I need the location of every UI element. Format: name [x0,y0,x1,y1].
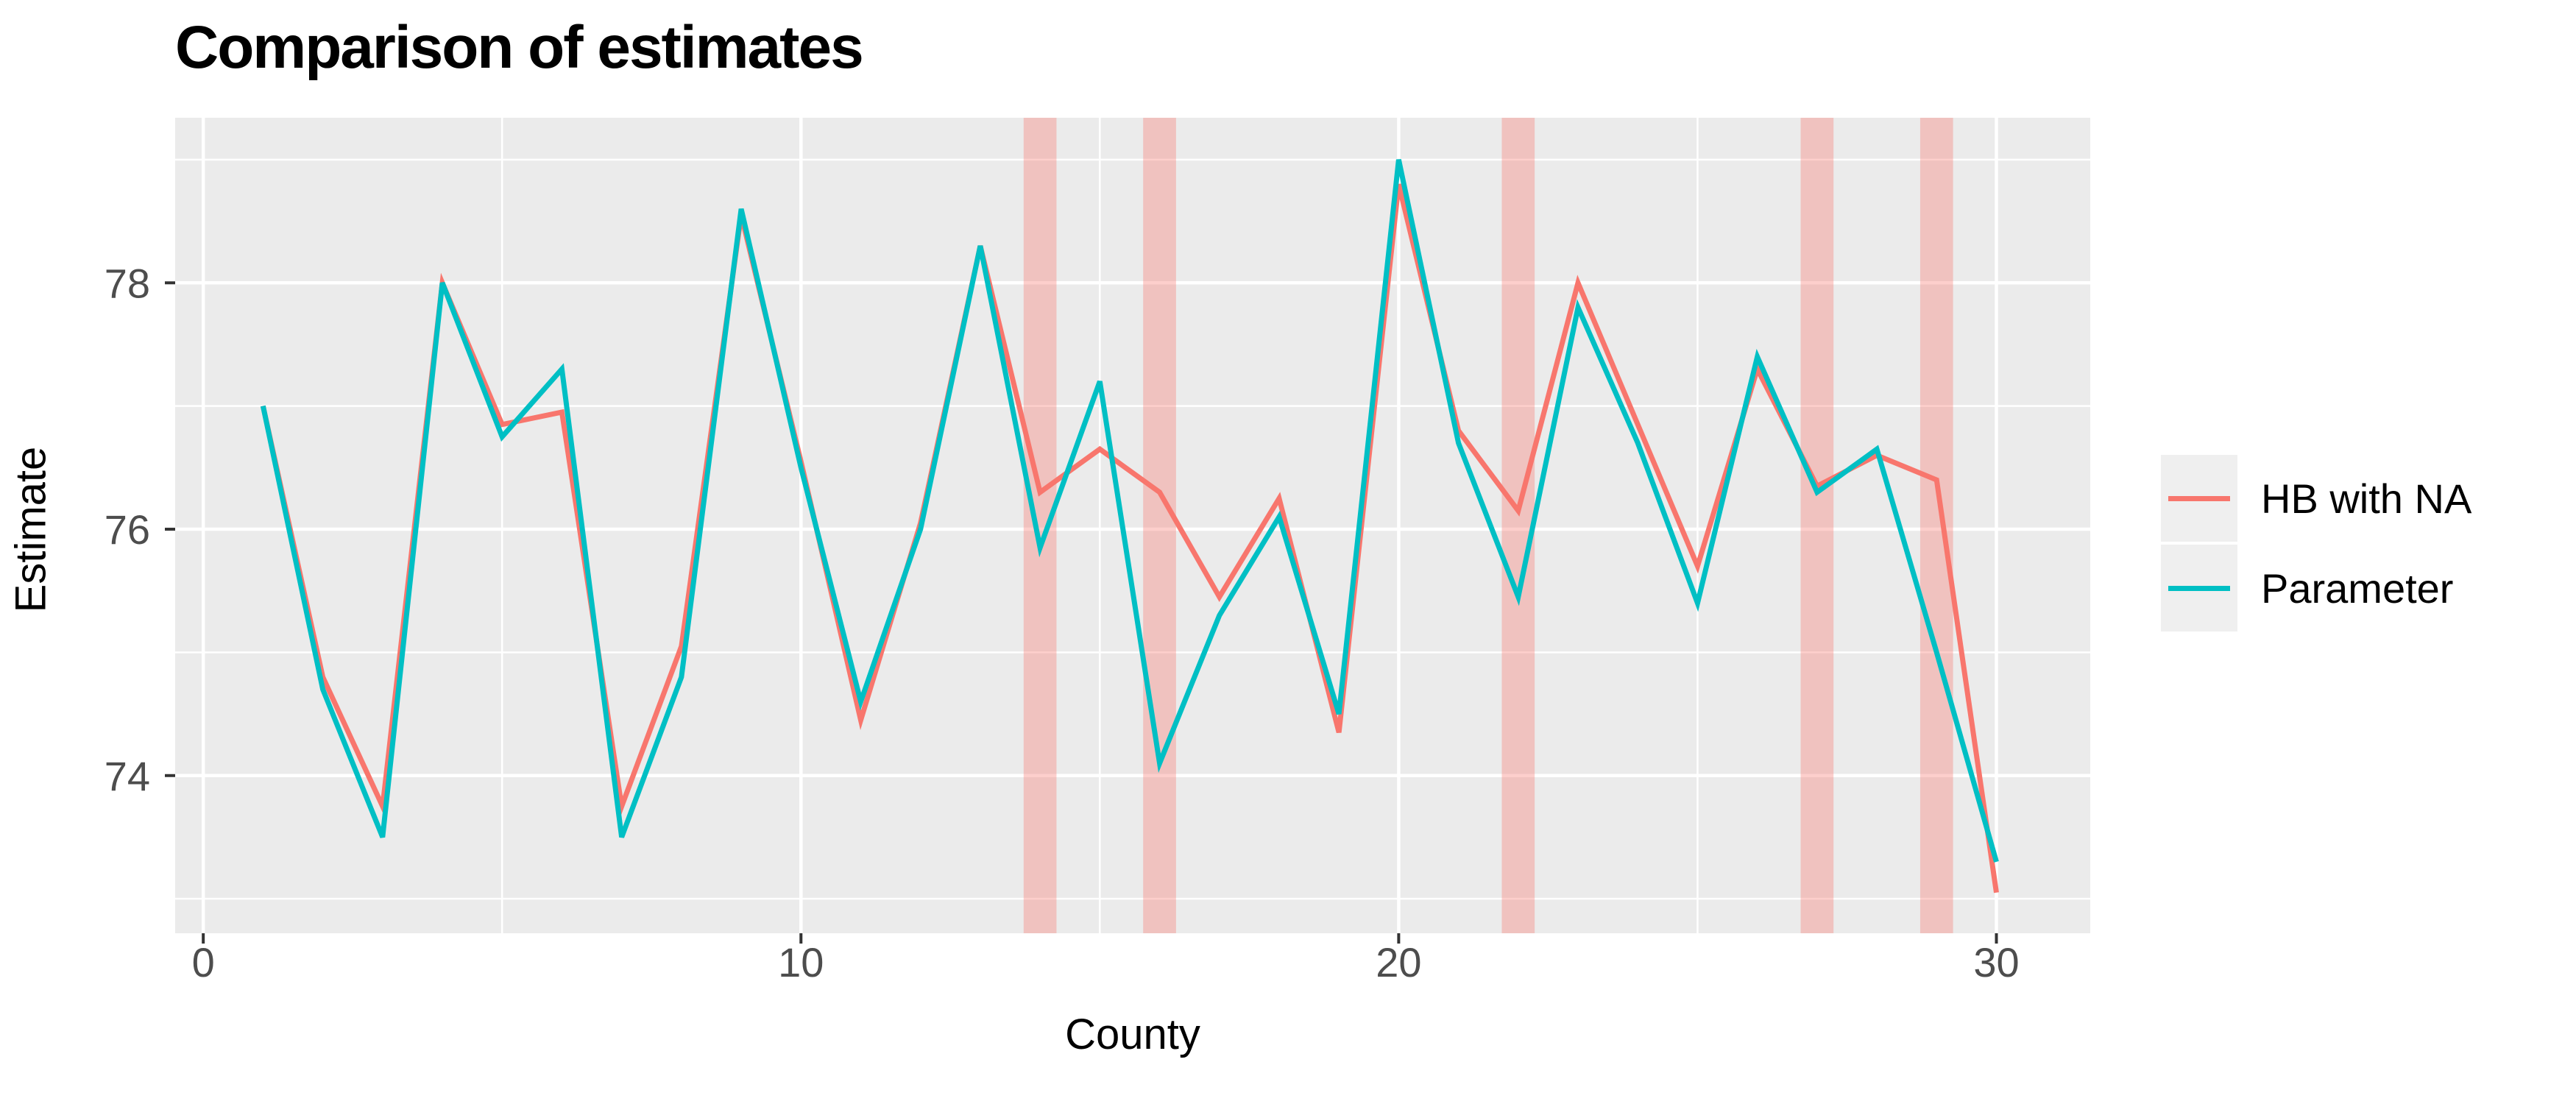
na-band [1919,118,1953,933]
series-line-parameter [260,159,1999,863]
legend-key-parameter [2161,545,2237,631]
x-tick-label: 10 [778,939,824,986]
y-tick-label: 74 [105,753,150,799]
y-tick-label: 78 [105,260,150,306]
y-axis-title: Estimate [7,446,55,613]
x-tick-label: 0 [192,939,215,986]
legend-label-parameter: Parameter [2261,565,2454,612]
legend-item-hb: HB with NA [2161,455,2573,542]
na-band [1501,118,1535,933]
na-band [1143,118,1176,933]
legend-key-line-hb [2168,495,2230,501]
plot-panel [175,118,2090,933]
legend-key-line-parameter [2168,585,2230,591]
na-band [1800,118,1834,933]
x-axis-title: County [1065,1011,1200,1058]
legend: HB with NA Parameter [2161,455,2573,634]
chart-title: Comparison of estimates [175,14,864,81]
na-band [1023,118,1057,933]
y-tick-label: 76 [105,506,150,553]
legend-item-parameter: Parameter [2161,545,2573,631]
x-tick-label: 30 [1973,939,2019,986]
legend-key-hb [2161,455,2237,542]
legend-label-hb: HB with NA [2261,475,2472,522]
series-line-hb [260,183,1999,894]
x-tick-label: 20 [1376,939,1421,986]
